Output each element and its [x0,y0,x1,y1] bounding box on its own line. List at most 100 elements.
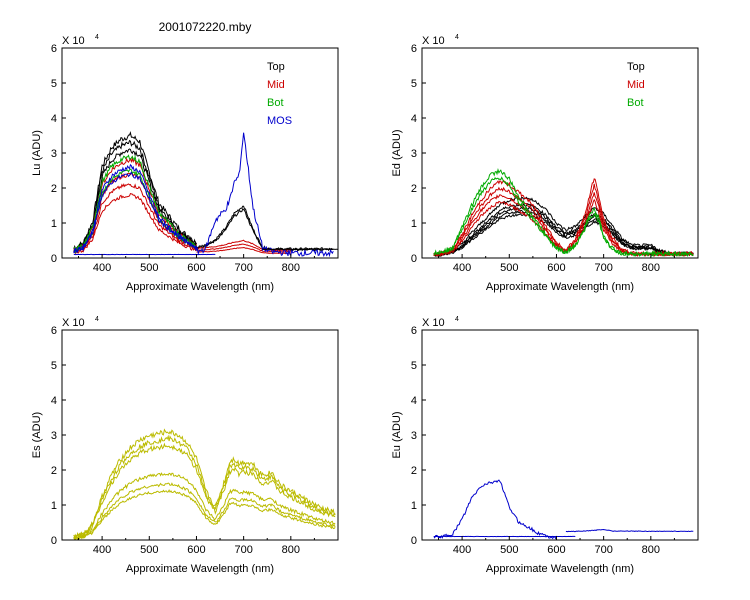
x-tick-label: 400 [93,544,111,556]
y-tick-label: 4 [411,395,417,407]
y-tick-label: 2 [411,183,417,195]
legend-bot: Bot [267,97,284,109]
y-tick-label: 3 [411,430,417,442]
y-tick-label: 2 [51,465,57,477]
y-multiplier: X 10 [62,35,85,47]
series-line-top-0 [73,130,197,251]
series-line-mid-2 [73,183,197,255]
x-tick-label: 700 [234,544,252,556]
series-line-top-0 [433,196,694,257]
y-tick-label: 6 [51,43,57,55]
y-tick-label: 6 [51,325,57,337]
x-tick-label: 600 [187,544,205,556]
y-axis-label: Lu (ADU) [31,130,43,176]
x-tick-label: 500 [500,544,518,556]
y-tick-label: 5 [51,78,57,90]
series-line-mid-1 [433,183,694,257]
x-tick-label: 700 [594,544,612,556]
y-tick-label: 3 [51,148,57,160]
y-multiplier-exponent: 4 [95,316,99,323]
legend-mid: Mid [267,79,285,91]
plot-frame [61,47,339,259]
x-tick-label: 700 [594,262,612,274]
y-axis-label: Ed (ADU) [391,129,403,176]
y-multiplier: X 10 [422,317,445,329]
series-line-bot-1 [433,176,694,258]
y-multiplier-exponent: 4 [455,34,459,41]
panel-eu: 400 500 600 700 800 0 1 2 3 4 5 6 X 10 4 Approximate W… [391,316,699,575]
x-tick-label: 800 [642,262,660,274]
series-line-top-red-0 [196,205,334,252]
panel-ed: 400 500 600 700 800 0 1 2 3 4 5 6 X 10 4 Approximate W… [391,34,699,293]
page-title: 2001072220.mby [158,20,252,34]
series-line-mos-0 [73,163,197,254]
y-tick-label: 1 [411,218,417,230]
y-tick-label: 1 [411,500,417,512]
x-tick-label: 400 [453,262,471,274]
y-multiplier-exponent: 4 [95,34,99,41]
x-tick-label: 400 [93,262,111,274]
series-line-mid-red-2 [196,246,291,255]
series-line-mid-2 [433,192,694,257]
y-tick-label: 5 [51,360,57,372]
x-tick-label: 600 [547,262,565,274]
y-tick-label: 0 [51,253,57,265]
y-tick-label: 2 [51,183,57,195]
series-line-es-3 [73,472,336,540]
legend-mos: MOS [267,115,292,127]
x-tick-label: 500 [140,544,158,556]
legend-mid: Mid [627,79,645,91]
y-tick-label: 6 [411,325,417,337]
legend-top: Top [267,61,285,73]
y-tick-label: 4 [411,113,417,125]
series-line-mid-3 [73,192,197,255]
y-axis-label: Es (ADU) [31,412,43,458]
series-line-top-1 [433,202,694,257]
y-tick-label: 0 [411,535,417,547]
series-line-es-0 [73,428,336,539]
x-tick-label: 500 [500,262,518,274]
x-tick-label: 500 [140,262,158,274]
y-tick-label: 3 [411,148,417,160]
series-line-es-1 [73,434,336,539]
y-tick-label: 5 [411,360,417,372]
x-tick-label: 600 [187,262,205,274]
y-multiplier-exponent: 4 [455,316,459,323]
x-axis-label: Approximate Wavelength (nm) [126,563,274,575]
y-tick-label: 6 [411,43,417,55]
x-axis-label: Approximate Wavelength (nm) [486,563,634,575]
x-tick-label: 800 [282,544,300,556]
y-tick-label: 0 [411,253,417,265]
y-tick-label: 4 [51,113,57,125]
y-tick-label: 0 [51,535,57,547]
series-line-es-2 [73,442,336,539]
y-multiplier: X 10 [422,35,445,47]
series-line-es-5 [73,489,336,541]
y-tick-label: 4 [51,395,57,407]
series-line-eu-0 [433,479,557,540]
series-line-mos-1 [73,171,197,254]
series-line-mid-red-0 [196,239,291,252]
x-axis-label: Approximate Wavelength (nm) [126,281,274,293]
x-tick-label: 800 [642,544,660,556]
x-tick-label: 400 [453,544,471,556]
panel-es: 400 500 600 700 800 0 1 2 3 4 5 6 X 10 4 Approximate W… [31,316,339,575]
legend-top: Top [627,61,645,73]
series-line-eu-red-0 [565,528,694,533]
y-tick-label: 2 [411,465,417,477]
series-line-top-4 [433,213,694,257]
series-line-top-red-1 [196,208,334,252]
x-tick-label: 600 [547,544,565,556]
y-axis-label: Eu (ADU) [391,411,403,458]
y-tick-label: 1 [51,218,57,230]
y-tick-label: 1 [51,500,57,512]
x-tick-label: 800 [282,262,300,274]
y-tick-label: 5 [411,78,417,90]
x-axis-label: Approximate Wavelength (nm) [486,281,634,293]
plot-frame [421,329,699,541]
panel-lu: 400 500 600 700 800 0 1 2 3 4 5 6 X 10 4 Approximate W… [31,34,339,293]
x-tick-label: 700 [234,262,252,274]
y-multiplier: X 10 [62,317,85,329]
series-line-es-4 [73,482,336,540]
